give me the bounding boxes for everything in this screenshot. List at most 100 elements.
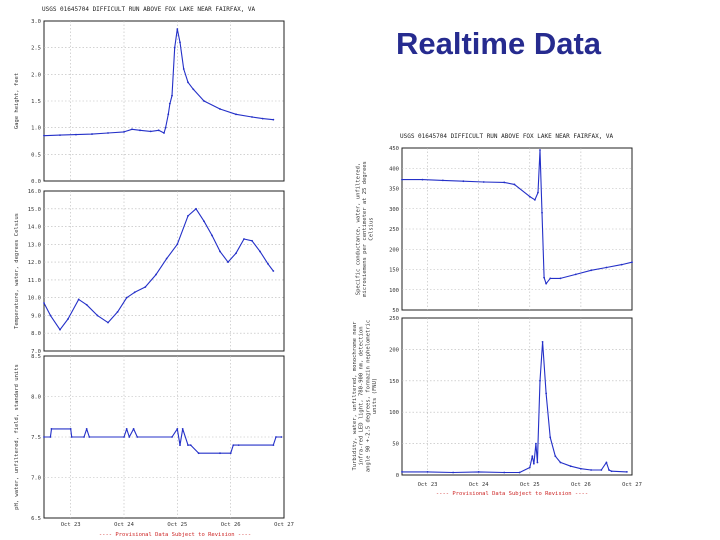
- data-point: [559, 277, 562, 280]
- data-point: [176, 28, 179, 30]
- data-point: [272, 118, 275, 121]
- x-tick-label: Oct 25: [520, 482, 540, 488]
- data-point: [69, 428, 72, 430]
- data-point: [182, 68, 185, 70]
- data-point: [237, 444, 240, 446]
- data-point: [155, 273, 157, 276]
- data-point: [88, 436, 91, 438]
- data-point: [123, 436, 125, 438]
- data-point: [541, 340, 544, 343]
- y-axis-label-line: angle 90 +-2.5 degrees, formazin nephelo…: [365, 320, 371, 472]
- data-point: [219, 108, 221, 110]
- data-point: [59, 134, 61, 137]
- data-point: [528, 195, 531, 198]
- y-axis-label: Temperature, water, degrees Celsius: [14, 213, 20, 329]
- data-point: [168, 102, 171, 105]
- y-tick-label: 450: [389, 146, 399, 152]
- data-point: [128, 436, 131, 438]
- data-point: [167, 113, 170, 116]
- data-point: [107, 132, 109, 134]
- data-point: [620, 263, 623, 266]
- data-point: [43, 436, 45, 438]
- y-tick-label: 400: [389, 166, 399, 172]
- data-point: [144, 286, 147, 288]
- data-point: [83, 436, 85, 438]
- y-tick-label: 7.5: [31, 435, 41, 441]
- chart-title: USGS 01645704 DIFFICULT RUN ABOVE FOX LA…: [400, 133, 614, 140]
- plot-frame: [43, 190, 285, 352]
- y-axis-label: Specific conductance, water, unfiltered,…: [355, 161, 374, 297]
- data-point: [232, 444, 235, 446]
- y-tick-label: 100: [389, 410, 399, 416]
- provisional-data-note: ---- Provisional Data Subject to Revisio…: [436, 491, 588, 497]
- data-point: [136, 436, 139, 438]
- y-tick-label: 200: [389, 247, 399, 253]
- data-point: [272, 270, 275, 272]
- y-tick-label: 3.0: [31, 19, 41, 25]
- data-point: [608, 469, 610, 471]
- y-tick-label: 10.0: [28, 296, 41, 302]
- data-point: [426, 470, 429, 473]
- y-tick-label: 2.5: [31, 46, 41, 52]
- data-point: [569, 465, 572, 468]
- data-point: [187, 81, 189, 84]
- x-tick-label: Oct 27: [622, 482, 642, 488]
- data-point: [229, 452, 232, 455]
- data-point: [259, 250, 261, 253]
- data-point: [503, 471, 506, 474]
- data-point: [549, 277, 552, 280]
- provisional-data-note: ---- Provisional Data Subject to Revisio…: [99, 532, 251, 538]
- data-point: [541, 211, 543, 214]
- data-point: [49, 314, 52, 317]
- y-axis-label: pH, water, unfiltered, field, standard u…: [14, 364, 20, 510]
- data-point: [91, 133, 93, 135]
- data-point: [533, 198, 536, 201]
- y-axis-label-line: microsiemens per centimeter at 25 degree…: [362, 161, 368, 297]
- x-tick-label: Oct 23: [418, 482, 438, 488]
- y-tick-label: 12.0: [28, 260, 41, 266]
- data-point: [139, 129, 141, 132]
- data-point: [131, 128, 133, 131]
- data-point: [251, 116, 253, 118]
- y-tick-label: 14.0: [28, 225, 41, 231]
- data-point: [176, 243, 179, 246]
- y-tick-label: 1.0: [31, 126, 41, 132]
- data-point: [203, 220, 205, 223]
- data-point: [536, 461, 539, 464]
- data-point: [401, 178, 403, 181]
- data-point: [528, 466, 531, 469]
- data-point: [43, 134, 45, 137]
- y-tick-label: 11.0: [28, 278, 41, 284]
- data-point: [518, 471, 521, 474]
- data-point: [43, 302, 45, 304]
- data-point: [261, 117, 264, 120]
- data-point: [173, 46, 176, 49]
- y-axis-label-line: infra-red LED light, 780-900 nm, detecti…: [359, 326, 365, 465]
- y-tick-label: 200: [389, 347, 399, 353]
- data-point: [195, 207, 197, 210]
- chart-panel-1: [43, 20, 285, 182]
- data-point: [605, 266, 608, 269]
- x-tick-label: Oct 23: [61, 522, 81, 528]
- data-point: [179, 41, 181, 44]
- x-tick-label: Oct 24: [469, 482, 490, 488]
- data-point: [441, 179, 444, 182]
- y-tick-label: 9.0: [31, 313, 41, 319]
- data-point: [272, 444, 275, 446]
- data-point: [227, 261, 229, 264]
- y-tick-label: 0.5: [31, 152, 41, 158]
- data-point: [532, 462, 535, 465]
- y-tick-label: 7.0: [31, 349, 41, 355]
- y-tick-label: 16.0: [28, 189, 41, 195]
- y-axis-label: Gage height, feet: [14, 73, 20, 129]
- data-point: [539, 379, 541, 382]
- y-tick-label: 150: [389, 379, 399, 385]
- data-point: [219, 250, 221, 253]
- data-point: [549, 436, 552, 439]
- y-tick-label: 100: [389, 288, 399, 294]
- data-point: [537, 191, 539, 194]
- y-tick-label: 350: [389, 187, 399, 193]
- data-point: [600, 469, 603, 471]
- chart-panel-3: [43, 355, 285, 519]
